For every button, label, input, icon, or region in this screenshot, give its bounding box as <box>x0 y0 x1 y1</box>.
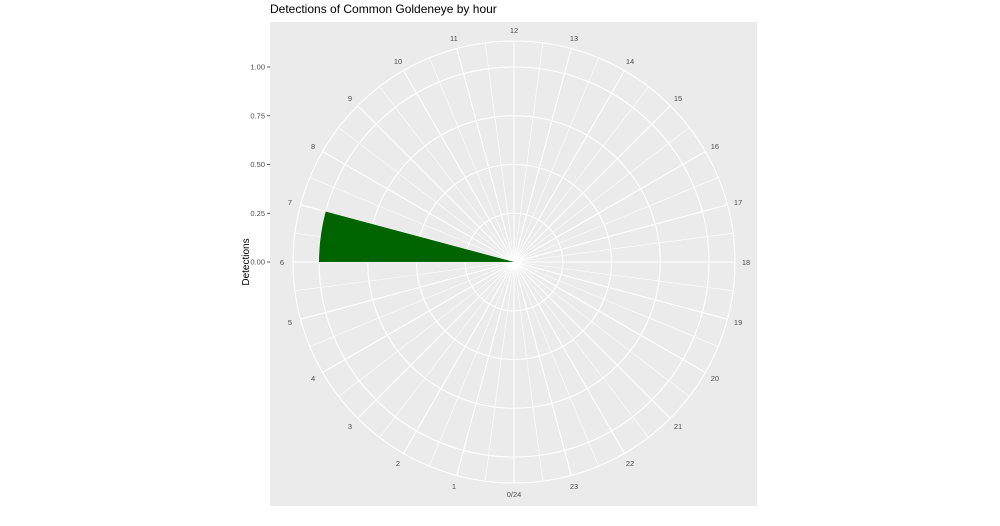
hour-label: 12 <box>510 26 518 35</box>
hour-label: 22 <box>626 459 634 468</box>
minor-spoke <box>309 177 515 263</box>
hour-label: 8 <box>311 142 315 151</box>
minor-spoke <box>309 261 515 347</box>
major-spoke <box>456 48 515 263</box>
chart-title: Detections of Common Goldeneye by hour <box>270 2 497 16</box>
major-spoke <box>403 70 515 263</box>
minor-spoke <box>513 261 719 347</box>
hour-label: 7 <box>288 198 292 207</box>
major-spoke <box>513 261 728 320</box>
major-spoke <box>456 261 515 476</box>
major-spoke <box>513 204 728 263</box>
hour-label: 13 <box>570 34 578 43</box>
y-tick-label: 0.75 <box>250 111 265 120</box>
minor-spoke <box>513 86 649 263</box>
y-tick-label: 0.50 <box>250 160 265 169</box>
hour-label: 6 <box>280 258 284 267</box>
minor-spoke <box>513 57 599 263</box>
hour-label: 5 <box>288 318 292 327</box>
hour-label: 14 <box>626 57 634 66</box>
minor-spoke <box>513 261 734 292</box>
y-tick-label: 0.25 <box>250 209 265 218</box>
major-spoke <box>322 261 515 373</box>
major-spoke <box>300 261 515 320</box>
hour-label: 9 <box>348 94 352 103</box>
minor-spoke <box>513 232 734 263</box>
minor-spoke <box>294 261 515 292</box>
major-spoke <box>513 261 625 454</box>
major-spoke <box>513 261 572 476</box>
minor-spoke <box>338 261 515 397</box>
major-spoke <box>513 70 625 263</box>
major-spoke <box>513 105 671 263</box>
hour-label: 11 <box>450 34 458 43</box>
major-spoke <box>513 151 706 263</box>
hour-label: 21 <box>674 422 682 431</box>
y-axis-label: Detections <box>241 238 252 285</box>
minor-spoke <box>379 86 515 263</box>
minor-spoke <box>513 42 544 263</box>
hour-label: 2 <box>396 459 400 468</box>
hour-label: 3 <box>348 422 352 431</box>
hour-label: 0/24 <box>507 490 522 499</box>
hour-label: 17 <box>734 198 742 207</box>
minor-spoke <box>484 261 515 482</box>
hour-label: 16 <box>711 142 719 151</box>
y-tick-label: 0.00 <box>250 258 265 267</box>
minor-spoke <box>513 261 544 482</box>
y-tick-label: 1.00 <box>250 63 265 72</box>
major-spoke <box>322 151 515 263</box>
hour-label: 18 <box>742 258 750 267</box>
minor-spoke <box>429 57 515 263</box>
minor-spoke <box>513 177 719 263</box>
minor-spoke <box>513 261 599 467</box>
minor-spoke <box>513 261 690 397</box>
hour-label: 20 <box>711 374 719 383</box>
minor-spoke <box>513 261 649 438</box>
hour-label: 10 <box>394 57 402 66</box>
bar-hour-6 <box>319 211 514 262</box>
minor-spoke <box>513 127 690 263</box>
minor-spoke <box>338 127 515 263</box>
major-spoke <box>513 261 706 373</box>
hour-label: 4 <box>311 374 315 383</box>
minor-spoke <box>429 261 515 467</box>
hour-label: 15 <box>674 94 682 103</box>
hour-label: 23 <box>570 482 578 491</box>
minor-spoke <box>379 261 515 438</box>
major-spoke <box>357 105 515 263</box>
major-spoke <box>357 261 515 419</box>
minor-spoke <box>484 42 515 263</box>
major-spoke <box>513 48 572 263</box>
major-spoke <box>513 261 671 419</box>
hour-label: 1 <box>452 482 456 491</box>
major-spoke <box>403 261 515 454</box>
hour-label: 19 <box>734 318 742 327</box>
